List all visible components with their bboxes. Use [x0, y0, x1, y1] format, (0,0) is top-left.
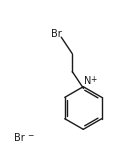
Text: Br: Br [14, 133, 25, 143]
Text: −: − [28, 131, 34, 140]
Text: N: N [84, 76, 92, 86]
Text: Br: Br [51, 29, 62, 39]
Text: +: + [90, 75, 97, 84]
